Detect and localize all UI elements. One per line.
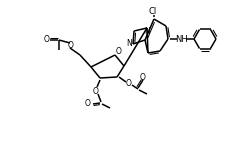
Text: O: O (140, 72, 146, 81)
Text: O: O (116, 48, 122, 57)
Text: N: N (144, 27, 150, 36)
Text: O: O (44, 36, 50, 45)
Text: O: O (126, 78, 132, 87)
Text: N: N (126, 39, 132, 48)
Text: Cl: Cl (149, 8, 157, 16)
Text: O: O (68, 40, 74, 50)
Text: NH: NH (175, 34, 187, 43)
Text: O: O (93, 87, 99, 96)
Text: O: O (85, 99, 91, 108)
